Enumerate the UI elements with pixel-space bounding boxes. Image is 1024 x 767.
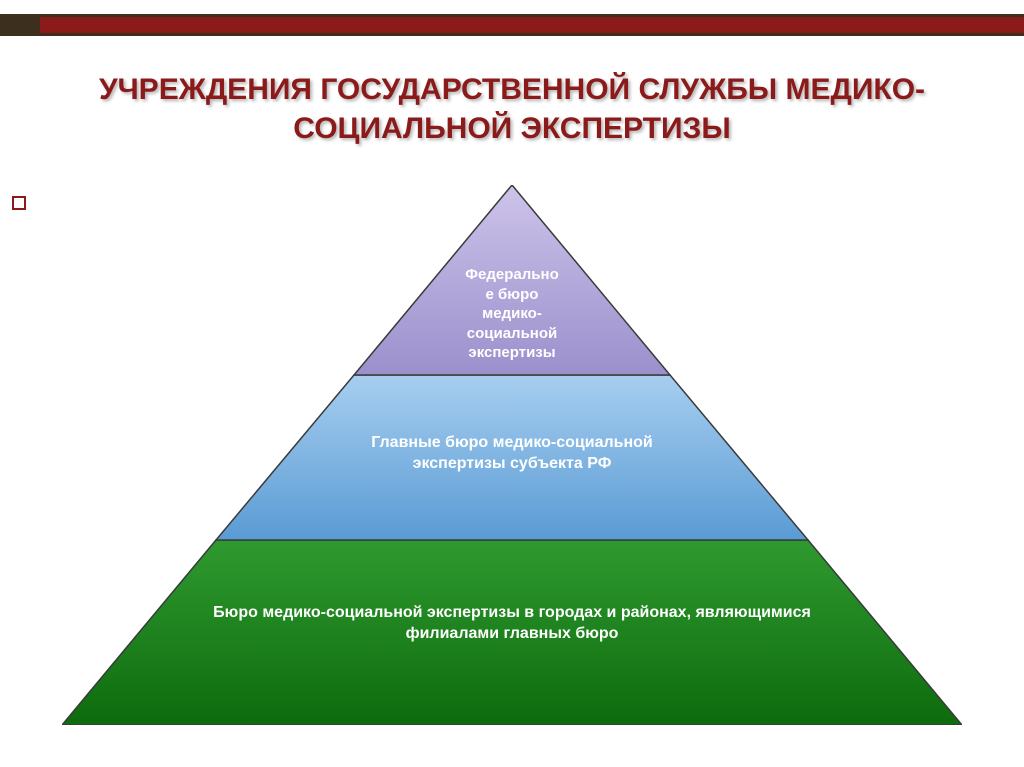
pyramid-label-top: Федерально е бюро медико- социальной экс… xyxy=(62,265,962,363)
top-bar-dark-segment xyxy=(0,14,40,36)
slide-title: УЧРЕЖДЕНИЯ ГОСУДАРСТВЕННОЙ СЛУЖБЫ МЕДИКО… xyxy=(60,70,964,148)
pyramid-label-bottom: Бюро медико-социальной экспертизы в горо… xyxy=(62,603,962,645)
bullet-square-icon xyxy=(12,196,26,210)
top-bar-red-segment xyxy=(40,14,1024,36)
top-decoration-bar xyxy=(0,14,1024,36)
pyramid-diagram: Федерально е бюро медико- социальной экс… xyxy=(62,185,962,725)
pyramid-label-middle: Главные бюро медико-социальной экспертиз… xyxy=(62,433,962,475)
